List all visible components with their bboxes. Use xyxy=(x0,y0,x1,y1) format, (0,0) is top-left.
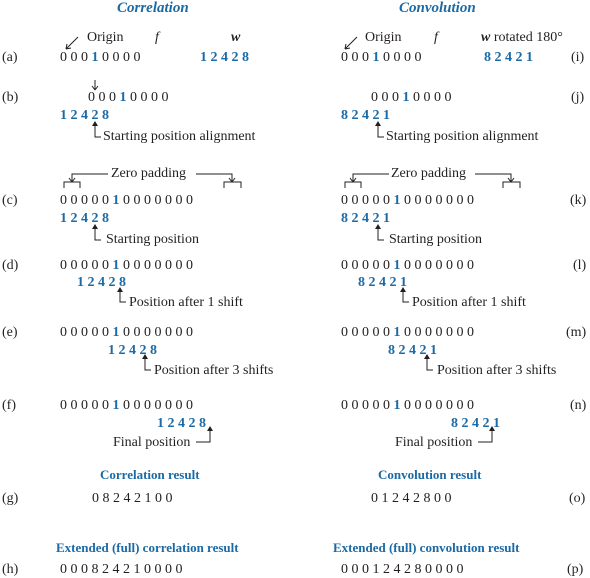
pad-bracket-left-1 xyxy=(63,181,81,188)
w-seq-d: 1 2 4 2 8 xyxy=(77,275,126,290)
f-seq-l: 0 0 0 0 0 1 0 0 0 0 0 0 0 xyxy=(341,258,474,273)
f-seq-j: 0 0 0 1 0 0 0 0 xyxy=(371,90,452,105)
note-n: Final position xyxy=(395,435,473,450)
w-seq-k: 8 2 4 2 1 xyxy=(341,211,390,226)
origin-label-right: Origin xyxy=(365,30,402,45)
convolution-result-title: Convolution result xyxy=(378,467,482,482)
w-seq-e: 1 2 4 2 8 xyxy=(108,343,157,358)
f-seq-n: 0 0 0 0 0 1 0 0 0 0 0 0 0 xyxy=(341,398,474,413)
w-seq-a: 1 2 4 2 8 xyxy=(200,50,249,65)
note-e: Position after 3 shifts xyxy=(154,363,274,378)
note-j: Starting position alignment xyxy=(386,129,539,144)
note-m: Position after 3 shifts xyxy=(437,363,557,378)
note-b: Starting position alignment xyxy=(103,129,256,144)
note-f: Final position xyxy=(113,435,191,450)
row-label-i: (i) xyxy=(571,50,585,65)
note-c: Starting position xyxy=(106,232,199,247)
row-label-f: (f) xyxy=(2,398,16,413)
w-seq-f: 1 2 4 2 8 xyxy=(157,416,206,431)
correlation-result-values: 0 8 2 4 2 1 0 0 xyxy=(92,491,173,506)
zero-padding-right: Zero padding xyxy=(391,166,467,181)
note-k: Starting position xyxy=(389,232,482,247)
row-label-g: (g) xyxy=(2,491,19,506)
note-d: Position after 1 shift xyxy=(129,295,243,310)
correlation-result-title: Correlation result xyxy=(100,467,200,482)
correlation-heading: Correlation xyxy=(117,0,189,16)
w-seq-j: 8 2 4 2 1 xyxy=(341,108,390,123)
convolution-heading: Convolution xyxy=(399,0,476,16)
f-seq-k: 0 0 0 0 0 1 0 0 0 0 0 0 0 xyxy=(341,193,474,208)
w-seq-c: 1 2 4 2 8 xyxy=(60,211,109,226)
f-seq-d: 0 0 0 0 0 1 0 0 0 0 0 0 0 xyxy=(60,258,193,273)
row-label-o: (o) xyxy=(569,491,586,506)
convolution-result-values: 0 1 2 4 2 8 0 0 xyxy=(371,491,452,506)
origin-arrow-left xyxy=(65,36,79,50)
w-seq-l: 8 2 4 2 1 xyxy=(358,275,407,290)
full-correlation-values: 0 0 0 8 2 4 2 1 0 0 0 0 xyxy=(60,562,183,577)
w-seq-b: 1 2 4 2 8 xyxy=(60,108,109,123)
row-label-d: (d) xyxy=(2,258,19,273)
origin-label-left: Origin xyxy=(87,30,124,45)
row-label-k: (k) xyxy=(570,193,587,208)
f-seq-c: 0 0 0 0 0 1 0 0 0 0 0 0 0 xyxy=(60,193,193,208)
row-label-j: (j) xyxy=(571,90,585,105)
f-seq-a: 0 0 0 1 0 0 0 0 xyxy=(60,50,141,65)
row-label-b: (b) xyxy=(2,90,19,105)
row-label-m: (m) xyxy=(566,325,587,340)
w-rotated-label: w rotated 180° xyxy=(481,30,563,45)
pad-bracket-left-2 xyxy=(223,181,242,188)
row-label-e: (e) xyxy=(2,325,18,340)
f-seq-m: 0 0 0 0 0 1 0 0 0 0 0 0 0 xyxy=(341,325,474,340)
row-label-c: (c) xyxy=(2,193,18,208)
row-label-n: (n) xyxy=(570,398,587,413)
w-label-left: w xyxy=(231,30,241,45)
f-seq-f: 0 0 0 0 0 1 0 0 0 0 0 0 0 xyxy=(60,398,193,413)
full-correlation-title: Extended (full) correlation result xyxy=(56,540,239,555)
origin-arrow-right xyxy=(344,36,358,50)
w-seq-m: 8 2 4 2 1 xyxy=(388,343,437,358)
row-label-l: (l) xyxy=(573,258,587,273)
f-seq-e: 0 0 0 0 0 1 0 0 0 0 0 0 0 xyxy=(60,325,193,340)
w-seq-n: 8 2 4 2 1 xyxy=(451,416,500,431)
w-seq-i: 8 2 4 2 1 xyxy=(484,50,533,65)
f-label-left: f xyxy=(155,30,159,45)
pad-bracket-right-2 xyxy=(502,181,521,188)
pad-bracket-right-1 xyxy=(344,181,362,188)
note-line-b xyxy=(94,124,101,138)
row-label-h: (h) xyxy=(2,562,19,577)
f-label-right: f xyxy=(434,30,438,45)
full-convolution-values: 0 0 0 1 2 4 2 8 0 0 0 0 xyxy=(341,562,464,577)
f-seq-i: 0 0 0 1 0 0 0 0 xyxy=(341,50,422,65)
row-label-a: (a) xyxy=(2,50,18,65)
f-seq-b: 0 0 0 1 0 0 0 0 xyxy=(88,90,169,105)
note-l: Position after 1 shift xyxy=(412,295,526,310)
full-convolution-title: Extended (full) convolution result xyxy=(333,540,520,555)
zero-padding-left: Zero padding xyxy=(111,166,187,181)
row-label-p: (p) xyxy=(567,562,584,577)
